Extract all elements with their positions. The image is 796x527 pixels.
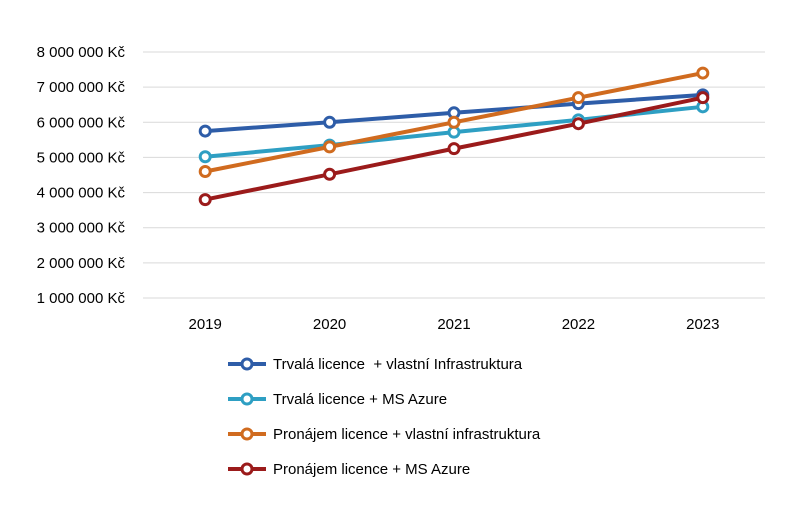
y-tick-label: 6 000 000 Kč [37,114,126,131]
data-point [323,167,337,181]
legend-swatch-marker [240,357,254,371]
data-point [323,115,337,129]
data-point [198,150,212,164]
legend-item: Trvalá licence + MS Azure [228,391,447,408]
series-3 [198,66,710,178]
x-tick-label: 2020 [313,316,346,333]
y-tick-label: 2 000 000 Kč [37,255,126,272]
data-point [571,117,585,131]
x-tick-label: 2022 [562,316,595,333]
y-tick-label: 5 000 000 Kč [37,149,126,166]
legend-label: Trvalá licence + MS Azure [273,391,447,408]
data-point [198,124,212,138]
legend-label: Trvalá licence + vlastní Infrastruktura [273,356,523,373]
legend-label: Pronájem licence + vlastní infrastruktur… [273,426,541,443]
legend-swatch-marker [240,427,254,441]
legend-item: Pronájem licence + MS Azure [228,461,470,478]
legend-swatch-marker [240,462,254,476]
data-point [323,140,337,154]
legend-swatch-marker [240,392,254,406]
x-axis: 2019 2020 2021 2022 2023 [189,316,720,333]
x-tick-label: 2023 [686,316,719,333]
series-4 [198,91,710,207]
data-point [198,164,212,178]
y-tick-label: 8 000 000 Kč [37,44,126,61]
series-group [198,66,710,207]
legend: Trvalá licence + vlastní Infrastruktura T… [228,356,541,478]
y-tick-label: 1 000 000 Kč [37,290,126,307]
data-point [447,142,461,156]
data-point [696,91,710,105]
x-tick-label: 2021 [437,316,470,333]
gridlines [143,51,765,299]
y-tick-label: 3 000 000 Kč [37,220,126,237]
data-point [696,66,710,80]
data-point [198,193,212,207]
legend-item: Trvalá licence + vlastní Infrastruktura [228,356,523,373]
y-axis: 1 000 000 Kč 2 000 000 Kč 3 000 000 Kč 4 00… [37,44,126,307]
y-tick-label: 4 000 000 Kč [37,185,126,202]
y-tick-label: 7 000 000 Kč [37,79,126,96]
legend-item: Pronájem licence + vlastní infrastruktur… [228,426,541,443]
legend-label: Pronájem licence + MS Azure [273,461,470,478]
x-tick-label: 2019 [189,316,222,333]
data-point [571,91,585,105]
data-point [447,115,461,129]
